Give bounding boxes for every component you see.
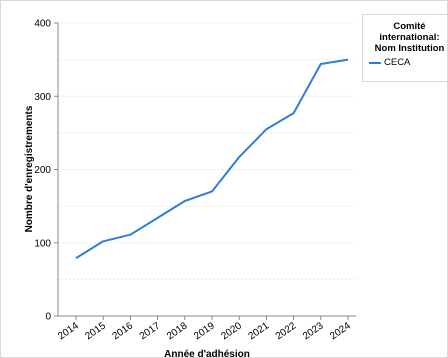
- x-axis-title: Année d'adhésion: [164, 349, 250, 357]
- x-tick-label: 2020: [219, 320, 244, 342]
- legend-title-line-3: Nom Institution: [374, 43, 445, 54]
- y-tick-label: 0: [45, 312, 51, 323]
- x-tick-label: 2016: [111, 320, 136, 342]
- x-tick-label: 2015: [83, 320, 108, 342]
- x-tick-label: 2017: [138, 320, 163, 342]
- y-tick-label: 300: [34, 92, 51, 103]
- x-tick-label: 2019: [192, 320, 217, 342]
- x-tick-label: 2022: [274, 320, 299, 342]
- y-tick-label: 100: [34, 238, 51, 249]
- series-layer: [75, 58, 349, 259]
- x-tick-labels: 2014 2015 2016 2017 2018 2019 2020 2021 2022 2023…: [56, 316, 353, 342]
- x-tick-label: 2018: [165, 320, 190, 342]
- y-axis-title: Nombre d'enregistrements: [24, 105, 35, 232]
- x-tick-label: 2023: [301, 320, 326, 342]
- y-tick-labels: 0 100 200 300 400: [34, 19, 58, 323]
- legend-item-ceca[interactable]: CECA: [363, 57, 447, 68]
- legend: Comité international: Nom Institution CE…: [362, 14, 447, 82]
- legend-item-label: CECA: [384, 57, 411, 68]
- y-tick-label: 400: [34, 19, 51, 30]
- x-tick-label: 2021: [247, 320, 272, 342]
- grid-layer: [58, 22, 356, 280]
- x-tick-label: 2014: [56, 320, 81, 342]
- legend-line-swatch: [369, 61, 381, 64]
- legend-title-line-2: international:: [379, 32, 440, 43]
- y-tick-label: 200: [34, 165, 51, 176]
- series-line-ceca[interactable]: [75, 58, 349, 259]
- legend-title-line-1: Comité: [393, 21, 426, 32]
- x-tick-label: 2024: [328, 320, 353, 342]
- legend-title: Comité international: Nom Institution: [363, 21, 447, 54]
